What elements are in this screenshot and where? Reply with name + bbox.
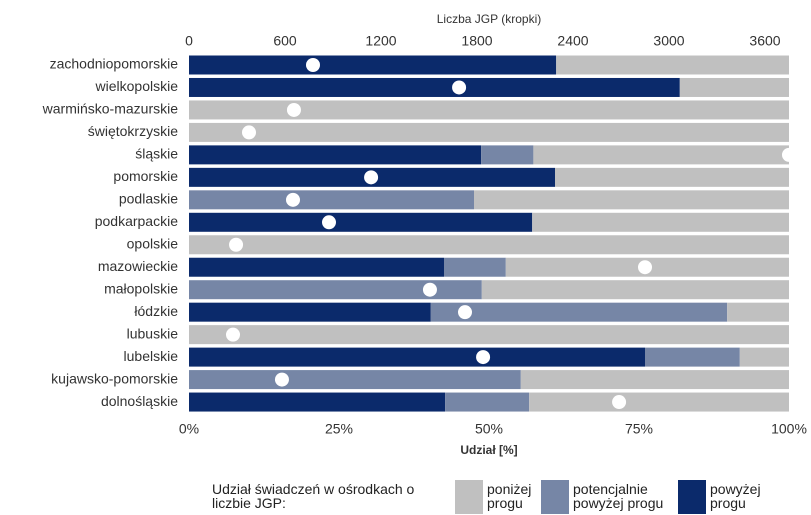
x-tick-label: 100% [771,421,807,437]
bar-segment [679,77,789,97]
dot [226,327,240,342]
bar-segment [189,77,680,97]
dot [422,282,437,297]
bar-segment [474,190,789,210]
y-tick-label: kujawsko-pomorskie [51,370,178,386]
dot [364,170,379,185]
legend-swatch [541,480,569,514]
dot [274,372,289,387]
legend-swatch [678,480,706,514]
bar-segment [189,325,789,345]
dot [286,102,301,117]
y-tick-label: pomorskie [113,168,178,184]
legend-title: Udział świadczeń w ośrodkach o liczbie J… [212,481,415,511]
x2-tick-label: 3000 [653,33,684,49]
bar-segment [529,392,789,412]
dot [286,192,300,207]
y-tick-label: opolskie [127,235,179,251]
dot [452,80,467,95]
dot [242,125,256,140]
bar-segment [189,190,474,210]
dot [612,395,627,410]
bar-segment [727,302,789,322]
legend-swatch [455,480,483,514]
x2-tick-label: 1800 [461,33,492,49]
y-tick-label: wielkopolskie [95,78,179,94]
legend-label: powyżej progu [710,481,761,511]
bar-segment [533,145,789,165]
x2-tick-label: 600 [273,33,297,49]
bar-segment [189,370,521,390]
x2-axis-title: Liczba JGP (kropki) [437,12,541,26]
bar-segment [189,55,557,75]
y-tick-label: warmińsko-mazurskie [42,101,179,117]
legend-label: poniżej progu [487,481,532,511]
x2-tick-label: 2400 [557,33,588,49]
bar-segment [189,145,482,165]
bar-segment [739,347,789,367]
bar-segment [444,257,506,277]
x-tick-label: 75% [625,421,653,437]
x2-tick-label: 3600 [749,33,780,49]
y-tick-label: lubuskie [127,325,179,341]
bar-segment [481,280,789,300]
y-tick-label: podkarpackie [95,213,178,229]
x2-tick-label: 0 [185,33,193,49]
bar-segment [189,212,533,232]
y-tick-label: podlaskie [119,191,178,207]
y-tick-label: łódzkie [134,303,178,319]
bar-segment [189,100,789,120]
bar-segment [189,392,446,412]
dot [782,147,796,162]
bar-segment [189,235,789,255]
dot [322,215,336,230]
bar-segment [189,257,444,277]
dot [229,237,244,252]
y-tick-label: lubelskie [124,348,179,364]
y-tick-label: śląskie [135,146,178,162]
bar-segment [520,370,789,390]
x-tick-label: 50% [475,421,503,437]
bar-segment [645,347,740,367]
bar-segment [189,122,789,142]
bar-segment [445,392,530,412]
dot [458,305,472,320]
dot [638,260,652,275]
y-tick-label: świętokrzyskie [88,123,178,139]
y-tick-label: mazowieckie [98,258,178,274]
x-tick-label: 25% [325,421,353,437]
y-tick-label: dolnośląskie [101,393,178,409]
bar-segment [189,280,482,300]
bar-segment [556,55,789,75]
dot [306,58,320,72]
x-tick-label: 0% [179,421,199,437]
bar-segment [189,347,645,367]
legend-label: potencjalnie powyżej progu [573,481,664,511]
bar-segment [555,167,789,187]
x-axis-title: Udział [%] [460,443,517,457]
bar-segment [189,302,431,322]
bar-segment [481,145,534,165]
dot [476,350,491,365]
y-tick-label: zachodniopomorskie [50,56,179,72]
y-tick-label: małopolskie [104,280,178,296]
bar-segment [430,302,728,322]
x2-tick-label: 1200 [365,33,396,49]
bar-segment [532,212,789,232]
